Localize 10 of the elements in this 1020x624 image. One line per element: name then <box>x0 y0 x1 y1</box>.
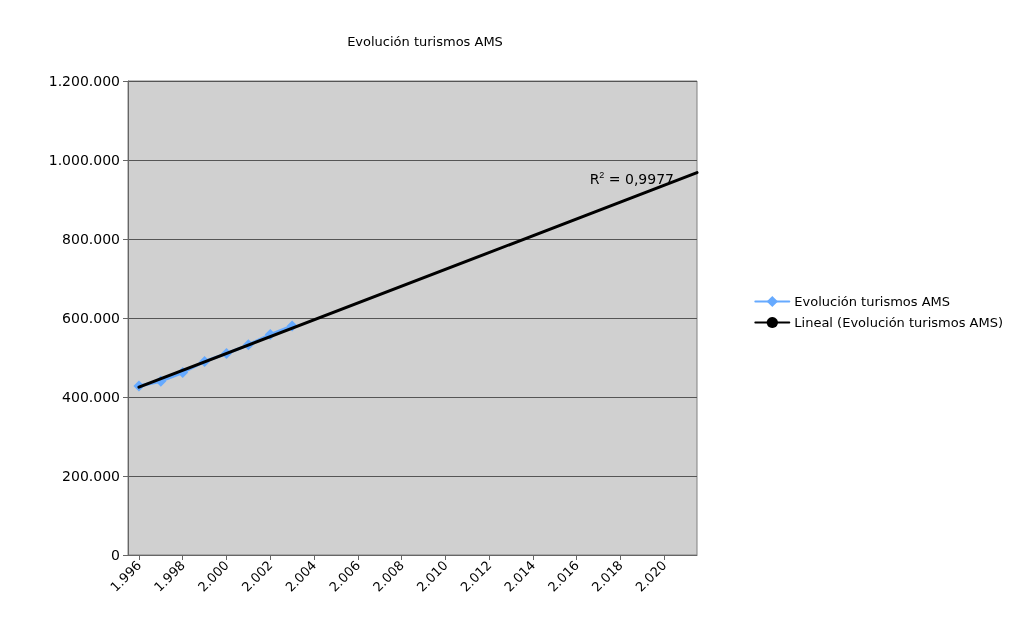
y-tick-label: 0 <box>111 547 120 563</box>
y-tick-label: 1.000.000 <box>48 152 120 168</box>
y-tick-label: 600.000 <box>62 310 120 326</box>
y-tick-label: 400.000 <box>62 389 120 405</box>
y-tick-label: 200.000 <box>62 468 120 484</box>
y-tick-label: 1.200.000 <box>48 73 120 89</box>
legend-label: Lineal (Evolución turismos AMS) <box>794 315 1004 330</box>
y-tick-label: 800.000 <box>62 231 120 247</box>
legend-label: Evolución turismos AMS <box>794 294 951 309</box>
chart-title: Evolución turismos AMS <box>347 34 503 49</box>
